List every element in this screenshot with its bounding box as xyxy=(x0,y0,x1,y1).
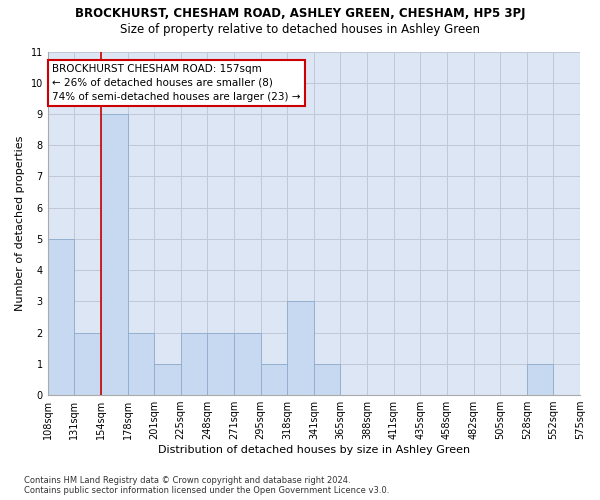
Bar xyxy=(260,364,287,395)
Bar xyxy=(181,332,208,395)
Bar xyxy=(128,332,154,395)
Text: Contains HM Land Registry data © Crown copyright and database right 2024.
Contai: Contains HM Land Registry data © Crown c… xyxy=(24,476,389,495)
Bar xyxy=(234,332,260,395)
Bar xyxy=(154,364,181,395)
Text: Size of property relative to detached houses in Ashley Green: Size of property relative to detached ho… xyxy=(120,22,480,36)
Bar xyxy=(74,332,101,395)
Bar xyxy=(527,364,553,395)
Text: BROCKHURST CHESHAM ROAD: 157sqm
← 26% of detached houses are smaller (8)
74% of : BROCKHURST CHESHAM ROAD: 157sqm ← 26% of… xyxy=(52,64,301,102)
Bar xyxy=(101,114,128,395)
Text: BROCKHURST, CHESHAM ROAD, ASHLEY GREEN, CHESHAM, HP5 3PJ: BROCKHURST, CHESHAM ROAD, ASHLEY GREEN, … xyxy=(75,8,525,20)
Y-axis label: Number of detached properties: Number of detached properties xyxy=(15,136,25,311)
Bar xyxy=(208,332,234,395)
X-axis label: Distribution of detached houses by size in Ashley Green: Distribution of detached houses by size … xyxy=(158,445,470,455)
Bar xyxy=(47,239,74,395)
Bar xyxy=(287,302,314,395)
Bar xyxy=(314,364,340,395)
